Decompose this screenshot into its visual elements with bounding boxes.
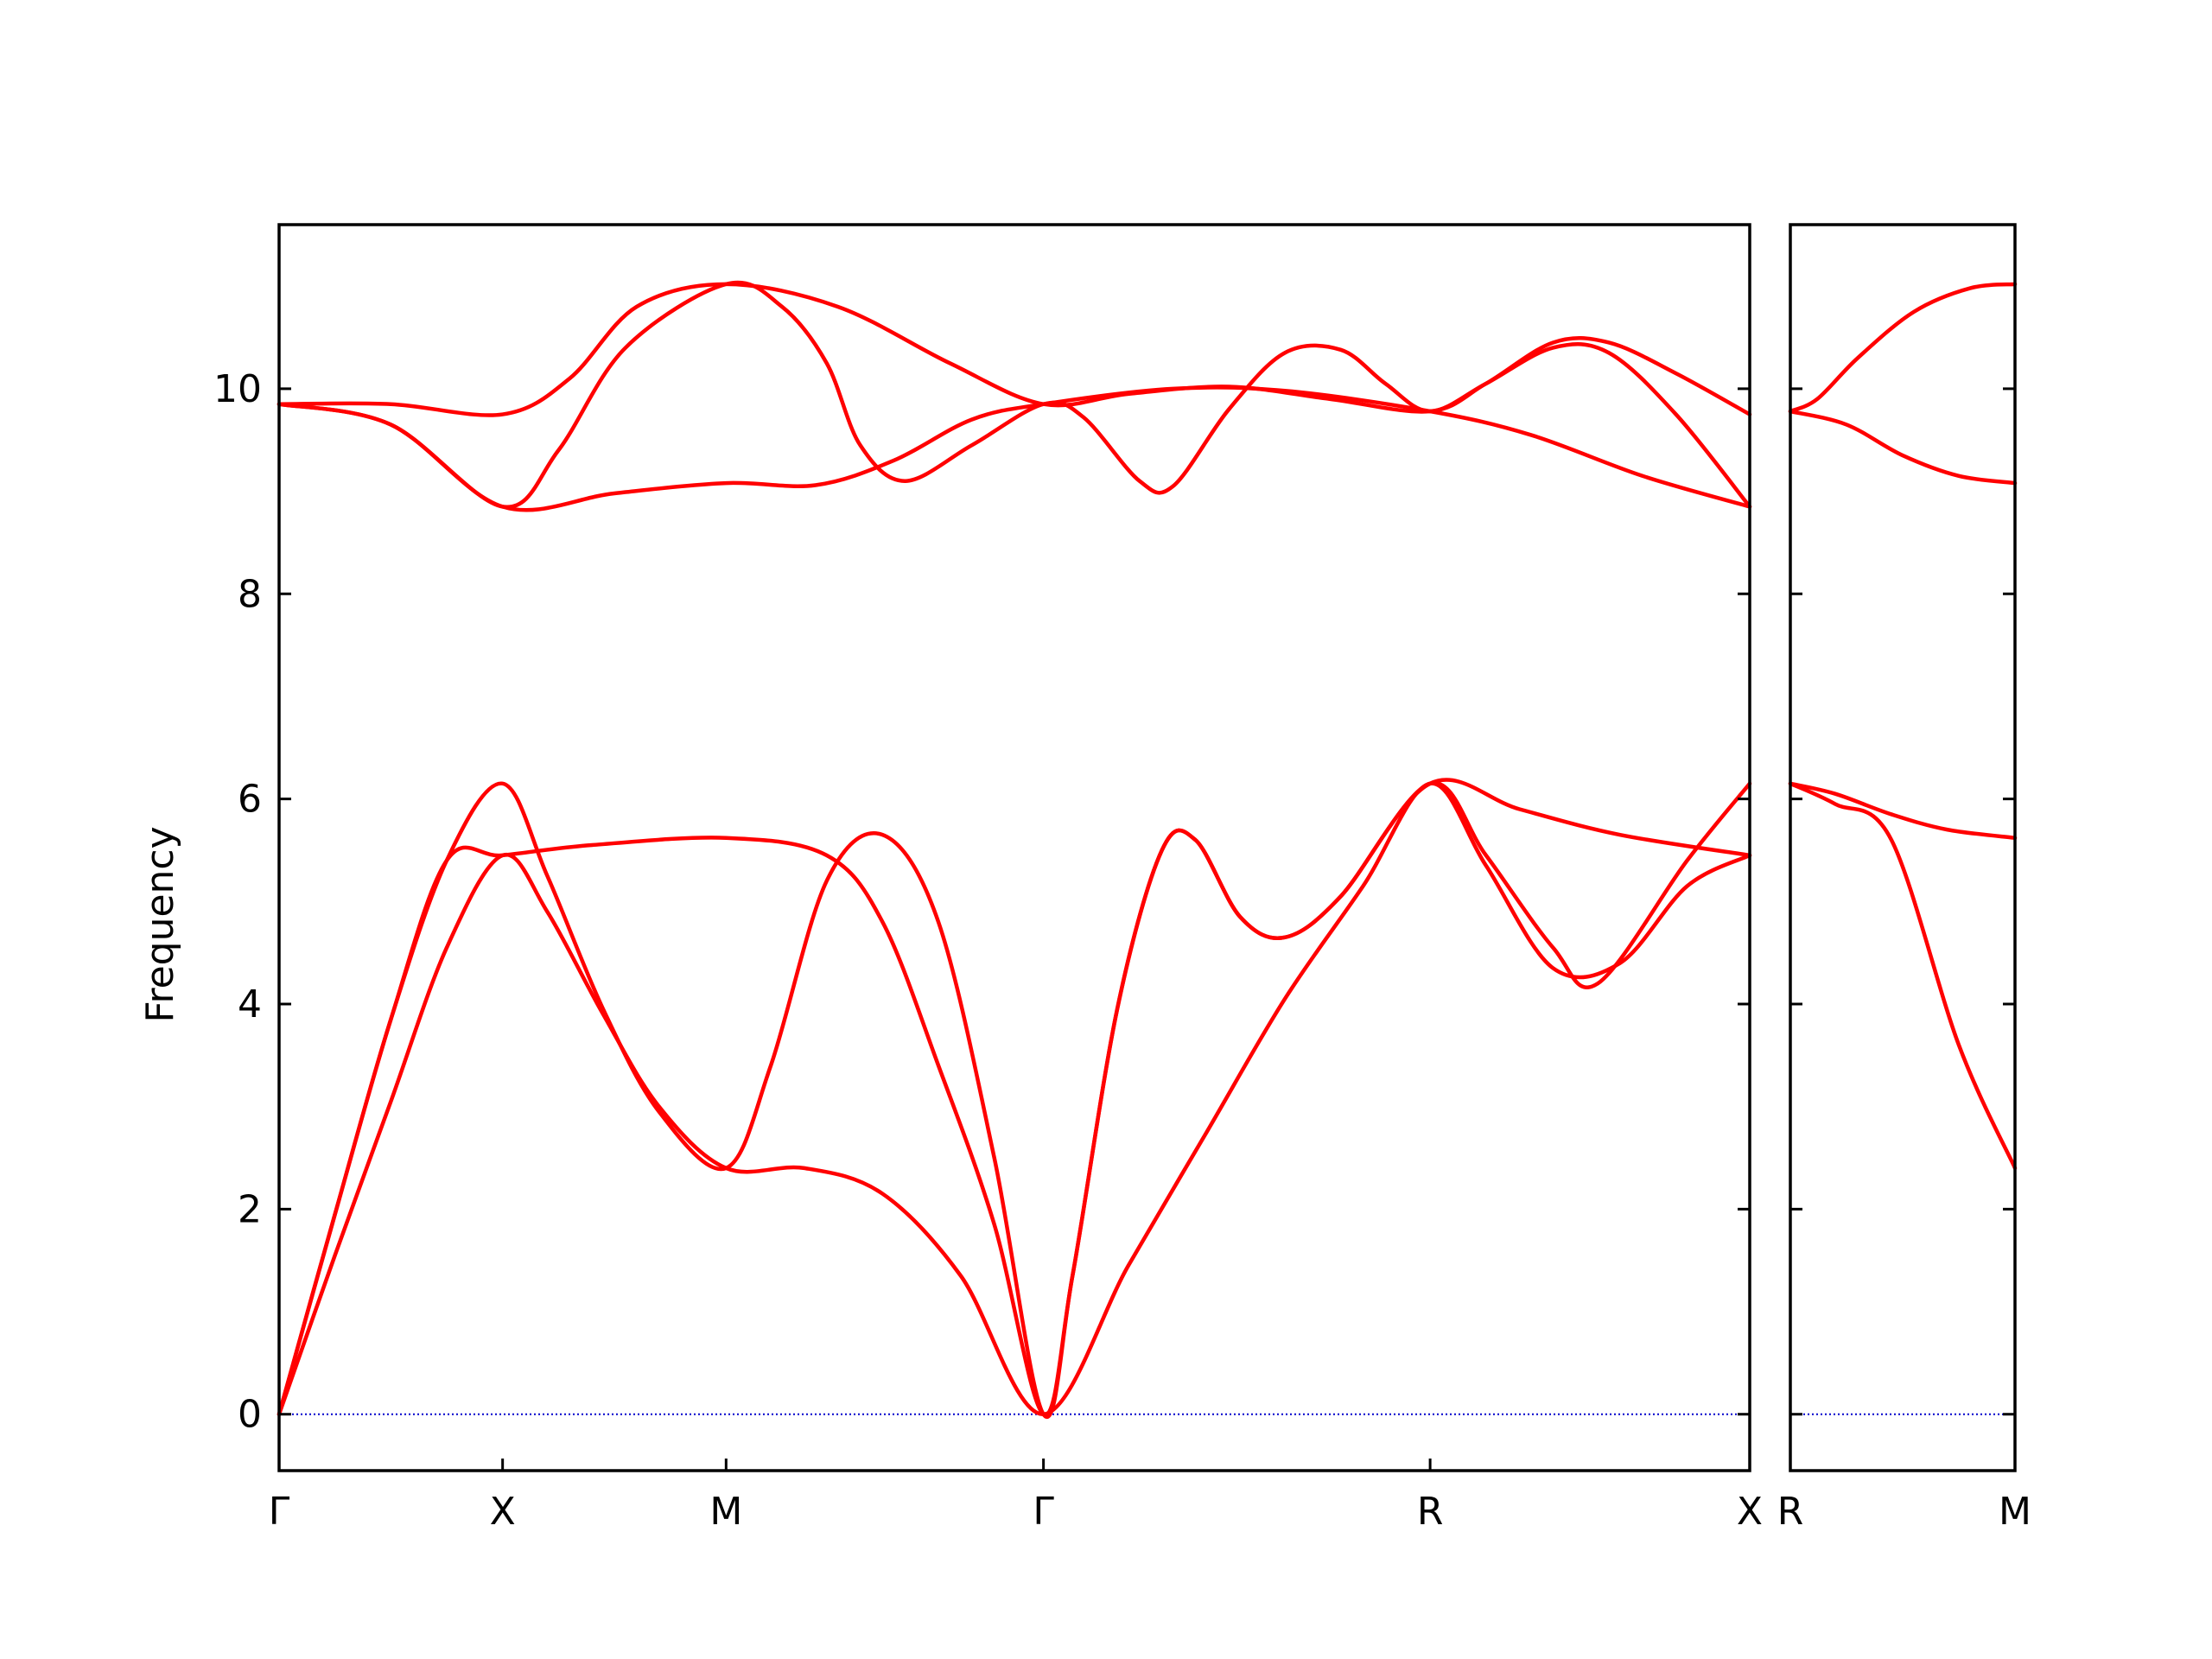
y-tick-label-6: 6 (238, 778, 262, 822)
x-tick-label-left-1: X (490, 1490, 516, 1534)
band-left-3 (276, 778, 1752, 1417)
axes-frame-left (277, 223, 1751, 1472)
x-tick-label-left-0: Γ (269, 1490, 290, 1534)
ticks (277, 387, 2017, 1471)
band-right-1 (1788, 781, 2018, 1171)
x-tick-label-left-4: R (1417, 1490, 1444, 1534)
y-tick-label-10: 10 (213, 367, 262, 411)
x-tick-label-left-2: M (709, 1490, 742, 1534)
band-lines (276, 280, 2018, 1419)
y-tick-label-4: 4 (238, 982, 262, 1027)
y-tick-label-0: 0 (238, 1393, 262, 1437)
band-left-1 (276, 781, 1752, 1416)
x-tick-label-left-3: Γ (1033, 1490, 1054, 1534)
x-tick-label-right-1: M (1999, 1490, 2031, 1534)
y-tick-label-2: 2 (238, 1187, 262, 1231)
axes-frame-right (1789, 223, 2017, 1472)
x-tick-label-right-0: R (1777, 1490, 1804, 1534)
band-left-2 (276, 780, 1752, 1419)
axes-frames (277, 223, 2017, 1472)
y-tick-label-8: 8 (238, 572, 262, 616)
band-right-3 (1788, 409, 2018, 486)
band-right-4 (1788, 282, 2018, 414)
y-axis-label: Frequency (138, 826, 182, 1022)
x-tick-label-left-5: X (1737, 1490, 1763, 1534)
band-right-2 (1788, 781, 2018, 840)
band-left-4 (276, 385, 1752, 512)
band-left-6 (276, 282, 1752, 417)
